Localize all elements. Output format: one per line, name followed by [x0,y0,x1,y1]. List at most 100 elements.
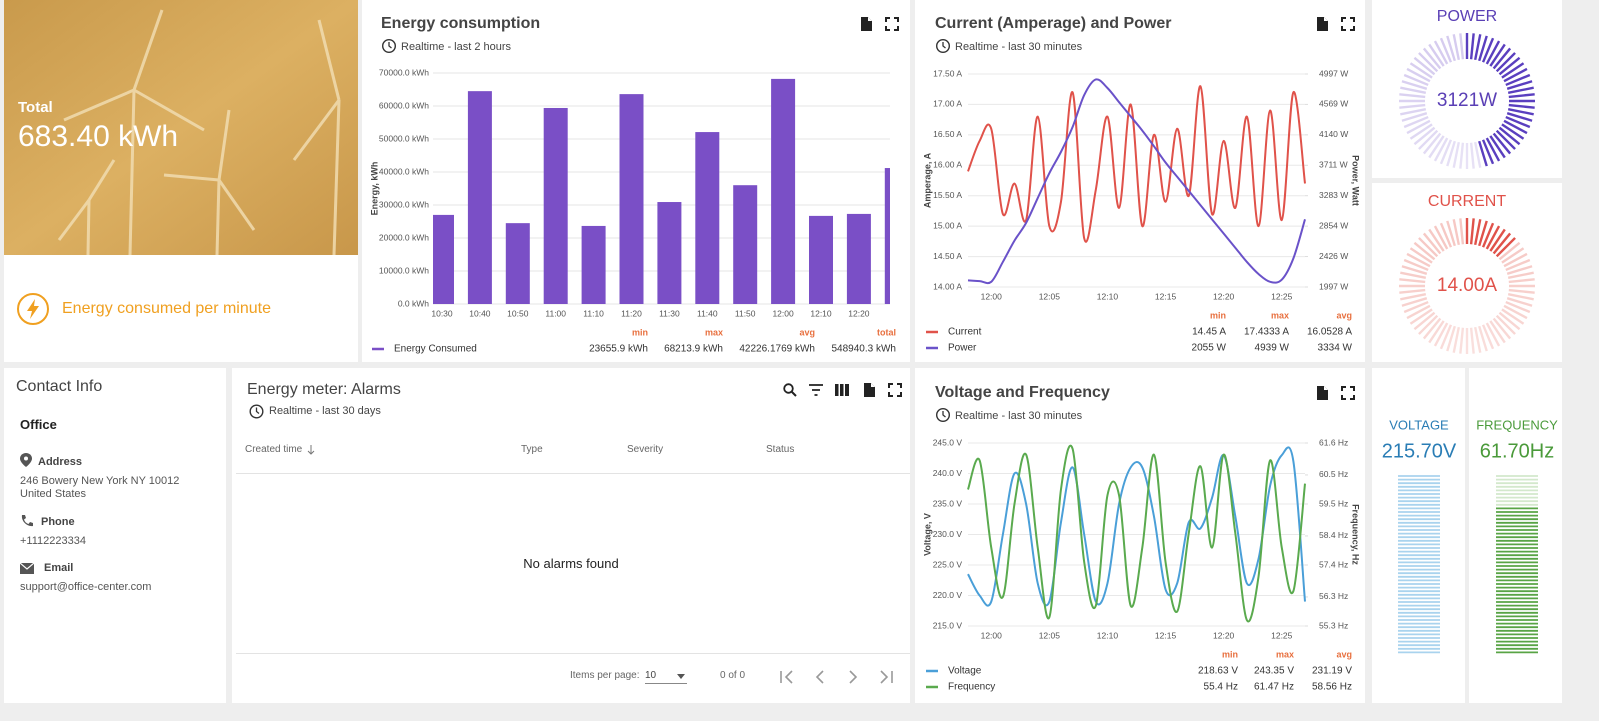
items-per-page-select[interactable]: 10 [645,670,687,684]
contact-card: Contact Info Office Address 246 Bowery N… [4,368,226,703]
y-tick-label: 10000.0 kWh [379,265,429,275]
export-button[interactable] [861,382,877,398]
gauge-tick [1478,325,1488,352]
gauge-tick [1498,241,1521,261]
chart-title: Energy consumption [381,15,540,32]
gauge-tick [1409,62,1433,79]
search-button[interactable] [783,383,797,397]
y2-tick-label: 58.4 Hz [1319,530,1348,540]
phone-icon [21,515,33,527]
x-tick-label: 12:15 [1155,630,1177,640]
gauge-tick [1452,34,1460,61]
y-tick-label: 15.50 A [933,190,962,200]
fullscreen-button[interactable] [884,16,900,32]
y-tick-label: 245.0 V [933,437,963,447]
gauge-tick [1489,43,1506,67]
fullscreen-button[interactable] [1340,16,1356,32]
x-tick-label: 12:15 [1155,291,1177,301]
x-tick-label: 11:10 [583,308,604,318]
gauge-tick [1495,237,1516,258]
x-tick-label: 11:00 [545,308,566,318]
y-tick-label: 14.00 A [933,281,962,291]
bar [433,214,454,304]
gauge-tick [1485,322,1501,347]
gauge-tick [1489,228,1506,252]
columns-button[interactable] [835,384,849,396]
legend-stat: 548940.3 kWh [832,344,897,355]
clock-icon [388,42,392,49]
fullscreen-button[interactable] [1340,385,1356,401]
filter-button[interactable] [809,384,823,396]
gauge-tick [1399,103,1426,109]
gauge-tick [1508,288,1535,294]
series-line [967,446,1306,607]
y2-axis-label: Power, Watt [1351,155,1361,206]
y2-tick-label: 60.5 Hz [1319,469,1348,479]
gauge-tick [1469,142,1475,169]
clock-icon [936,408,951,423]
y-tick-label: 16.00 A [933,160,962,170]
gauge-tick [1418,129,1439,150]
column-header[interactable]: Created time [245,444,303,455]
prev-page-button[interactable] [815,670,824,684]
gauge-tick [1399,278,1426,284]
bar [581,225,606,304]
gauge-tick [1418,52,1439,73]
gauge-tick [1439,37,1453,63]
dropdown-arrow[interactable] [677,674,685,679]
legend-stat-header: avg [799,327,815,337]
export-button[interactable] [1314,16,1330,32]
y-axis-label: Energy, kWh [369,162,379,216]
gauge-title: CURRENT [1428,193,1506,210]
y-tick-label: 225.0 V [933,559,963,569]
x-tick-label: 12:00 [981,630,1003,640]
y-tick-label: 15.00 A [933,220,962,230]
legend-stat-header: min [632,327,648,337]
legend-stat: 3334 W [1318,343,1353,354]
x-tick-label: 12:00 [981,291,1003,301]
gauge-tick [1495,52,1516,73]
first-page-button[interactable] [780,670,793,684]
y-tick-label: 16.50 A [933,129,962,139]
gauge-tick [1507,293,1534,301]
indicator-value: 61.70Hz [1480,440,1555,462]
last-page-button[interactable] [880,670,893,684]
gauge-tick [1428,320,1445,344]
gauge-tick [1481,37,1495,63]
export-button[interactable] [1314,385,1330,401]
divider [236,653,910,654]
column-header[interactable]: Type [521,444,543,455]
office-label: Office [20,417,57,432]
y2-tick-label: 2426 W [1319,251,1348,261]
gauge-tick [1406,67,1431,83]
legend-stat-header: avg [1336,649,1352,659]
gauge-tick [1459,142,1465,169]
next-page-button[interactable] [849,670,858,684]
bar [695,132,720,304]
fullscreen-button[interactable] [887,382,903,398]
gauge-tick [1452,326,1460,353]
column-header[interactable]: Severity [627,444,664,455]
x-tick-label: 12:10 [1097,291,1119,301]
gauge-tick [1489,135,1506,159]
total-label: Total [18,99,53,116]
gauge-tick [1403,115,1429,129]
x-tick-label: 12:25 [1271,630,1293,640]
gauge-tick [1506,112,1533,122]
gauge-tick [1452,141,1460,168]
gauge-tick [1507,271,1534,279]
export-button[interactable] [858,16,874,32]
gauge-tick [1508,93,1535,99]
gauge-tick [1401,297,1428,307]
y-tick-label: 17.00 A [933,99,962,109]
legend-label: Voltage [948,666,982,677]
bar [619,94,644,305]
gauge-tick [1452,219,1460,246]
gauge-tick [1400,293,1427,301]
sort-icon[interactable] [307,445,315,455]
column-header[interactable]: Status [766,444,795,455]
y-tick-label: 215.0 V [933,620,963,630]
x-tick-label: 12:05 [1039,630,1061,640]
gauge-tick [1439,222,1453,248]
